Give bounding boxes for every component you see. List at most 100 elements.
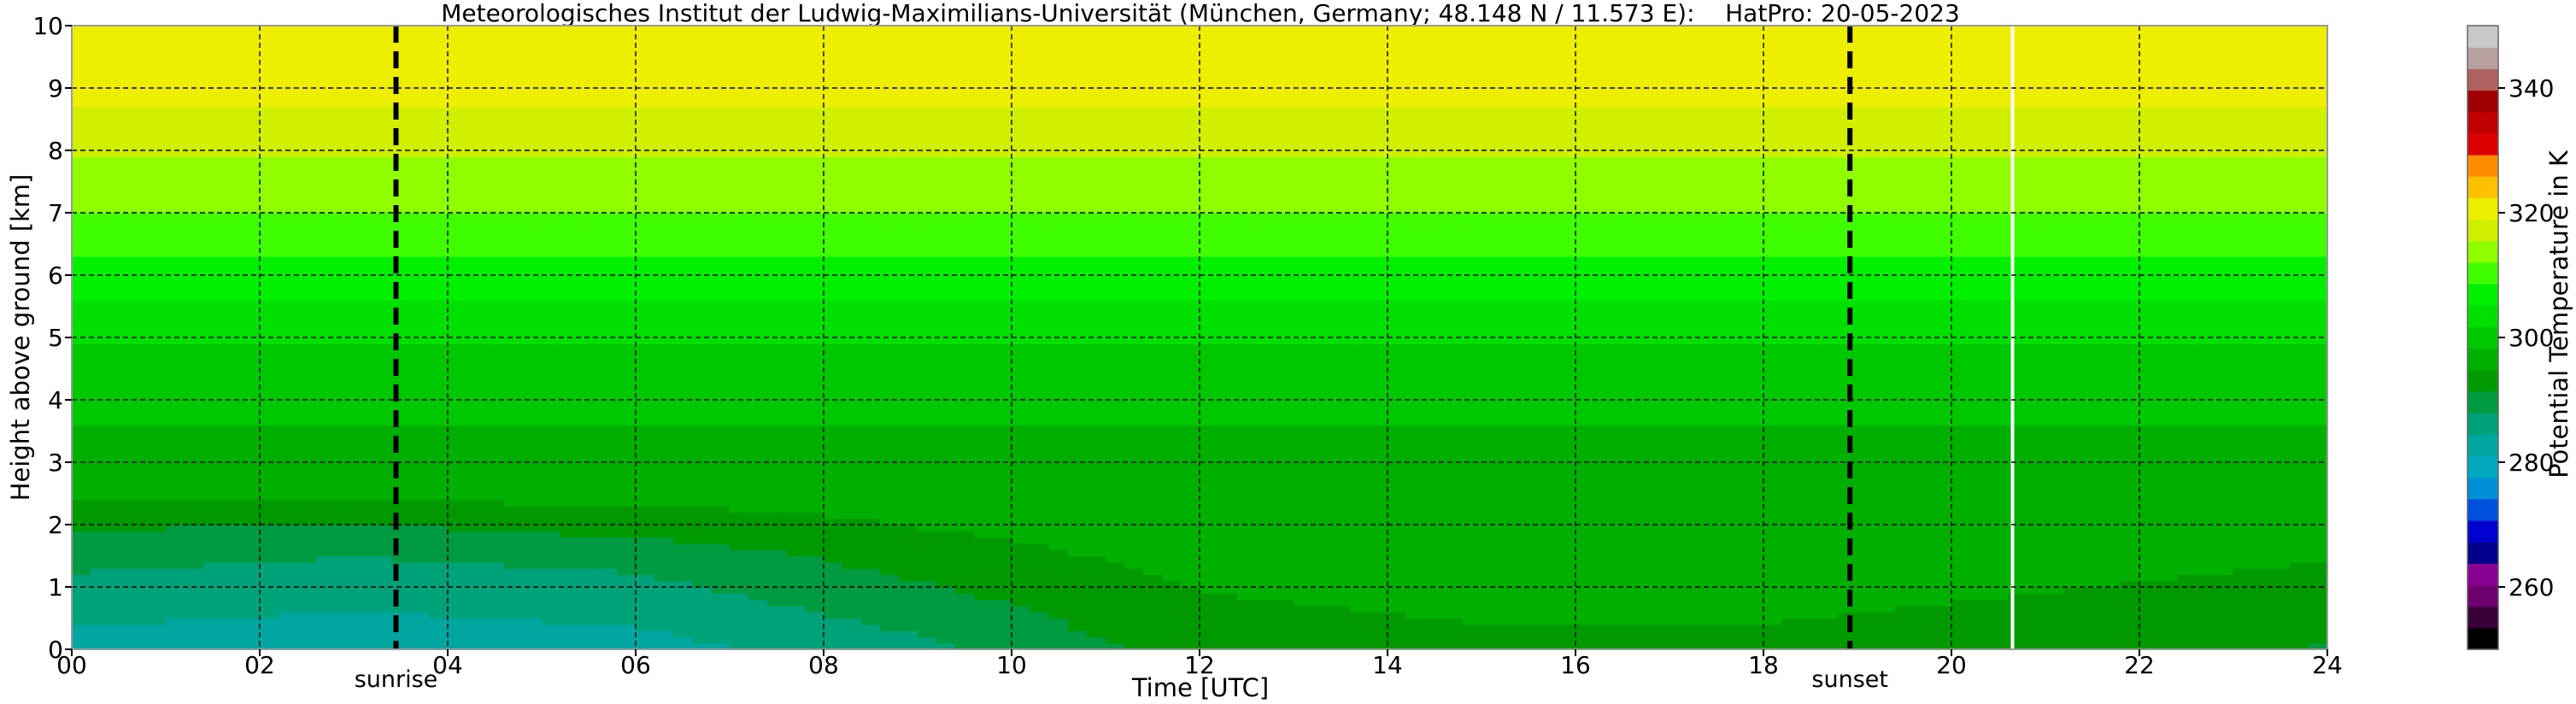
- heatmap-cell: [128, 275, 148, 282]
- heatmap-cell: [241, 349, 261, 357]
- heatmap-cell: [354, 38, 373, 45]
- heatmap-cell: [260, 219, 279, 226]
- heatmap-cell: [91, 449, 110, 457]
- heatmap-cell: [711, 187, 731, 195]
- heatmap-cell: [730, 219, 749, 226]
- heatmap-cell: [730, 181, 749, 189]
- heatmap-cell: [466, 381, 486, 388]
- heatmap-cell: [166, 506, 185, 513]
- heatmap-cell: [880, 225, 900, 232]
- heatmap-cell: [918, 499, 937, 507]
- heatmap-cell: [429, 156, 449, 164]
- heatmap-cell: [504, 506, 524, 513]
- heatmap-cell: [523, 144, 543, 151]
- heatmap-cell: [654, 580, 674, 588]
- heatmap-cell: [260, 231, 279, 238]
- heatmap-cell: [91, 568, 110, 575]
- heatmap-cell: [410, 293, 430, 301]
- heatmap-cell: [109, 325, 129, 332]
- heatmap-cell: [542, 175, 561, 183]
- heatmap-cell: [711, 587, 731, 594]
- heatmap-cell: [410, 349, 430, 357]
- heatmap-cell: [955, 412, 975, 419]
- heatmap-cell: [560, 213, 580, 220]
- heatmap-cell: [109, 493, 129, 501]
- heatmap-cell: [786, 462, 806, 469]
- heatmap-cell: [936, 293, 956, 301]
- heatmap-cell: [147, 418, 167, 425]
- heatmap-cell: [918, 455, 937, 463]
- heatmap-cell: [72, 393, 91, 401]
- heatmap-cell: [504, 200, 524, 208]
- heatmap-cell: [560, 293, 580, 301]
- heatmap-cell: [880, 200, 900, 208]
- heatmap-cell: [391, 349, 411, 357]
- heatmap-cell: [354, 431, 373, 438]
- heatmap-cell: [805, 580, 824, 588]
- heatmap-cell: [918, 642, 937, 649]
- heatmap-cell: [824, 44, 843, 51]
- heatmap-cell: [636, 138, 655, 145]
- heatmap-cell: [993, 187, 1012, 195]
- heatmap-cell: [993, 300, 1012, 308]
- heatmap-cell: [748, 219, 768, 226]
- heatmap-cell: [993, 543, 1012, 550]
- heatmap-cell: [993, 474, 1012, 482]
- heatmap-cell: [241, 156, 261, 164]
- heatmap-cell: [166, 181, 185, 189]
- heatmap-cell: [711, 568, 731, 575]
- heatmap-cell: [767, 487, 787, 495]
- heatmap-cell: [279, 337, 298, 344]
- heatmap-cell: [918, 355, 937, 363]
- heatmap-cell: [786, 455, 806, 463]
- heatmap-cell: [166, 468, 185, 476]
- heatmap-cell: [91, 32, 110, 39]
- heatmap-cell: [335, 412, 355, 419]
- heatmap-cell: [410, 605, 430, 613]
- heatmap-cell: [109, 100, 129, 108]
- heatmap-cell: [936, 418, 956, 425]
- heatmap-cell: [203, 113, 223, 120]
- heatmap-cell: [203, 44, 223, 51]
- heatmap-cell: [147, 362, 167, 370]
- heatmap-cell: [128, 162, 148, 170]
- heatmap-cell: [936, 425, 956, 432]
- heatmap-cell: [692, 249, 712, 257]
- heatmap-cell: [410, 225, 430, 232]
- heatmap-cell: [128, 62, 148, 70]
- heatmap-cell: [279, 612, 298, 619]
- heatmap-cell: [316, 555, 336, 563]
- heatmap-cell: [993, 262, 1012, 270]
- heatmap-cell: [880, 125, 900, 132]
- heatmap-cell: [279, 200, 298, 208]
- heatmap-cell: [166, 231, 185, 238]
- heatmap-cell: [918, 474, 937, 482]
- heatmap-cell: [297, 474, 317, 482]
- heatmap-cell: [448, 487, 467, 495]
- heatmap-cell: [579, 406, 599, 414]
- heatmap-cell: [335, 132, 355, 138]
- heatmap-cell: [354, 337, 373, 344]
- heatmap-cell: [335, 231, 355, 238]
- heatmap-cell: [391, 480, 411, 488]
- heatmap-cell: [504, 443, 524, 450]
- heatmap-cell: [72, 381, 91, 388]
- heatmap-cell: [523, 262, 543, 270]
- heatmap-cell: [993, 243, 1012, 251]
- heatmap-cell: [993, 181, 1012, 189]
- heatmap-cell: [429, 293, 449, 301]
- heatmap-cell: [241, 113, 261, 120]
- heatmap-cell: [335, 243, 355, 251]
- heatmap-cell: [786, 362, 806, 370]
- heatmap-cell: [166, 50, 185, 58]
- heatmap-cell: [128, 138, 148, 145]
- heatmap-cell: [523, 400, 543, 407]
- heatmap-cell: [523, 231, 543, 238]
- heatmap-cell: [410, 113, 430, 120]
- heatmap-cell: [241, 355, 261, 363]
- heatmap-cell: [128, 493, 148, 501]
- heatmap-cell: [297, 312, 317, 320]
- heatmap-cell: [542, 531, 561, 538]
- heatmap-cell: [241, 543, 261, 550]
- heatmap-cell: [880, 593, 900, 601]
